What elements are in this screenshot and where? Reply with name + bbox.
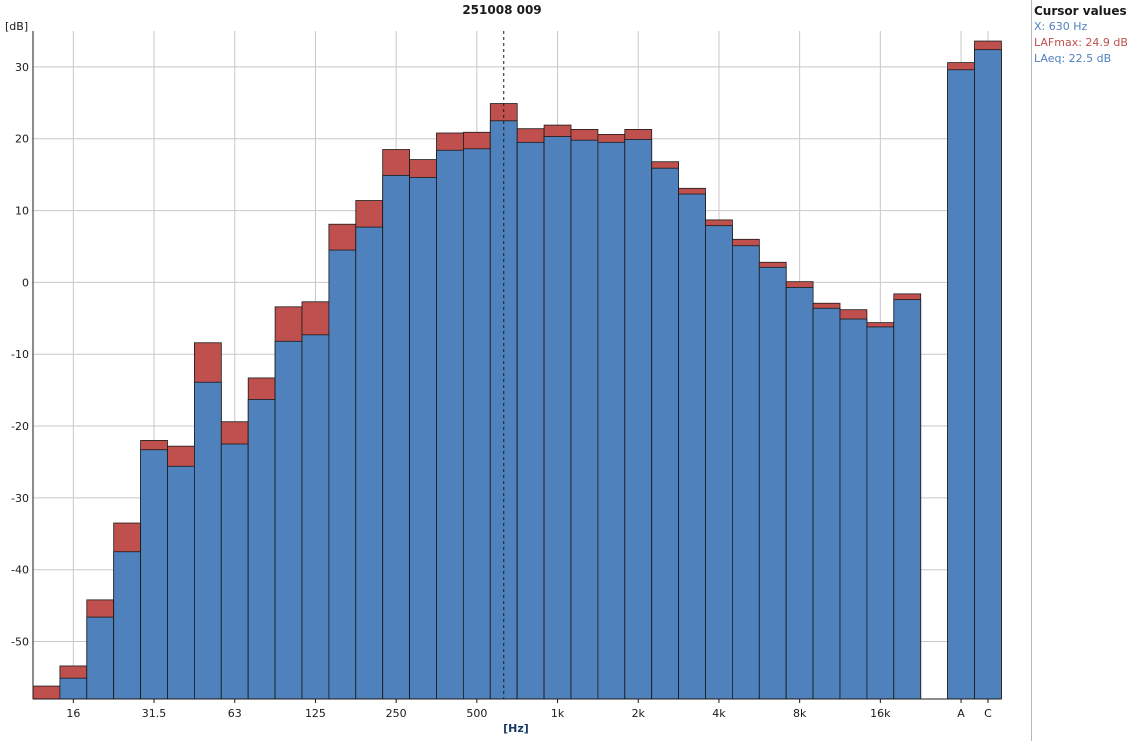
chart-title: 251008 009 <box>462 3 541 17</box>
x-tick-label: 1k <box>551 707 565 720</box>
x-tick-label: 63 <box>228 707 242 720</box>
cursor-lafmax-value: LAFmax: 24.9 dB <box>1034 36 1128 49</box>
bar-laeq[interactable] <box>301 334 330 700</box>
y-tick-label: -30 <box>11 492 29 505</box>
y-tick-label: -20 <box>11 420 29 433</box>
x-tick-label: 250 <box>386 707 407 720</box>
bar-laeq[interactable] <box>758 266 787 700</box>
x-tick-label: 8k <box>793 707 807 720</box>
y-axis-unit: [dB] <box>5 20 28 33</box>
bar-laeq[interactable] <box>140 449 168 700</box>
cursor-values-panel: Cursor values X: 630 Hz LAFmax: 24.9 dB … <box>1034 3 1134 67</box>
bar-laeq[interactable] <box>543 136 572 700</box>
bar-laeq[interactable] <box>839 318 868 700</box>
y-tick-label: -10 <box>11 348 29 361</box>
y-tick-label: -40 <box>11 564 29 577</box>
x-tick-label: A <box>957 707 965 720</box>
x-tick-label: 2k <box>632 707 646 720</box>
x-tick-label: 125 <box>305 707 326 720</box>
y-tick-label: -50 <box>11 636 29 649</box>
bar-laeq[interactable] <box>247 399 276 700</box>
bar-lafmax[interactable] <box>32 685 61 700</box>
y-tick-label: 20 <box>15 133 29 146</box>
bar-laeq[interactable] <box>732 245 760 700</box>
bar-laeq[interactable] <box>893 299 922 700</box>
x-axis-unit: [Hz] <box>503 722 529 735</box>
bar-laeq[interactable] <box>328 249 357 700</box>
y-axis-ticks: 30 20 10 0 -10 -20 -30 -40 -50 <box>11 61 29 649</box>
y-tick-label: 30 <box>15 61 29 74</box>
bar-laeq[interactable] <box>167 465 195 700</box>
bar-laeq[interactable] <box>113 551 141 700</box>
x-tick-label: C <box>984 707 992 720</box>
bar-laeq[interactable] <box>624 139 653 700</box>
bar-laeq[interactable] <box>597 141 626 700</box>
cursor-x-value: X: 630 Hz <box>1034 20 1088 33</box>
bar-laeq[interactable] <box>409 177 437 700</box>
bar-laeq[interactable] <box>812 307 841 700</box>
bar-laeq[interactable] <box>678 193 706 700</box>
bar-laeq[interactable] <box>59 677 88 700</box>
bar-laeq[interactable] <box>974 49 1002 700</box>
bar-laeq[interactable] <box>382 174 411 700</box>
bar-laeq[interactable] <box>947 69 975 700</box>
cursor-laeq-value: LAeq: 22.5 dB <box>1034 52 1112 65</box>
cursor-values-title: Cursor values <box>1034 4 1127 18</box>
bar-laeq[interactable] <box>785 287 814 700</box>
axes <box>32 31 1000 700</box>
x-tick-label: 4k <box>712 707 726 720</box>
bars[interactable] <box>32 40 1002 700</box>
x-tick-label: 31.5 <box>142 707 167 720</box>
bar-laeq[interactable] <box>355 226 384 700</box>
y-tick-label: 0 <box>22 276 29 289</box>
bar-laeq[interactable] <box>274 340 303 700</box>
bar-laeq[interactable] <box>436 149 464 700</box>
bar-laeq[interactable] <box>516 141 545 700</box>
bar-laeq[interactable] <box>86 616 115 700</box>
bar-laeq[interactable] <box>651 167 680 700</box>
bar-laeq[interactable] <box>570 139 599 700</box>
x-axis-ticks: 16 31.5 63 125 250 500 1k 2k 4k 8k 16k A C <box>66 699 992 720</box>
spectrum-chart: 251008 009 [dB] [Hz] 30 20 10 0 -10 -20 -30 -40… <box>5 3 1002 735</box>
bar-laeq[interactable] <box>866 326 895 700</box>
y-tick-label: 10 <box>15 205 29 218</box>
bar-laeq[interactable] <box>462 148 491 700</box>
bar-laeq[interactable] <box>705 225 733 700</box>
x-tick-label: 500 <box>466 707 487 720</box>
bar-laeq[interactable] <box>220 443 249 700</box>
x-tick-label: 16k <box>870 707 891 720</box>
panel-divider <box>1031 0 1032 741</box>
x-tick-label: 16 <box>66 707 80 720</box>
bar-laeq[interactable] <box>193 381 222 700</box>
